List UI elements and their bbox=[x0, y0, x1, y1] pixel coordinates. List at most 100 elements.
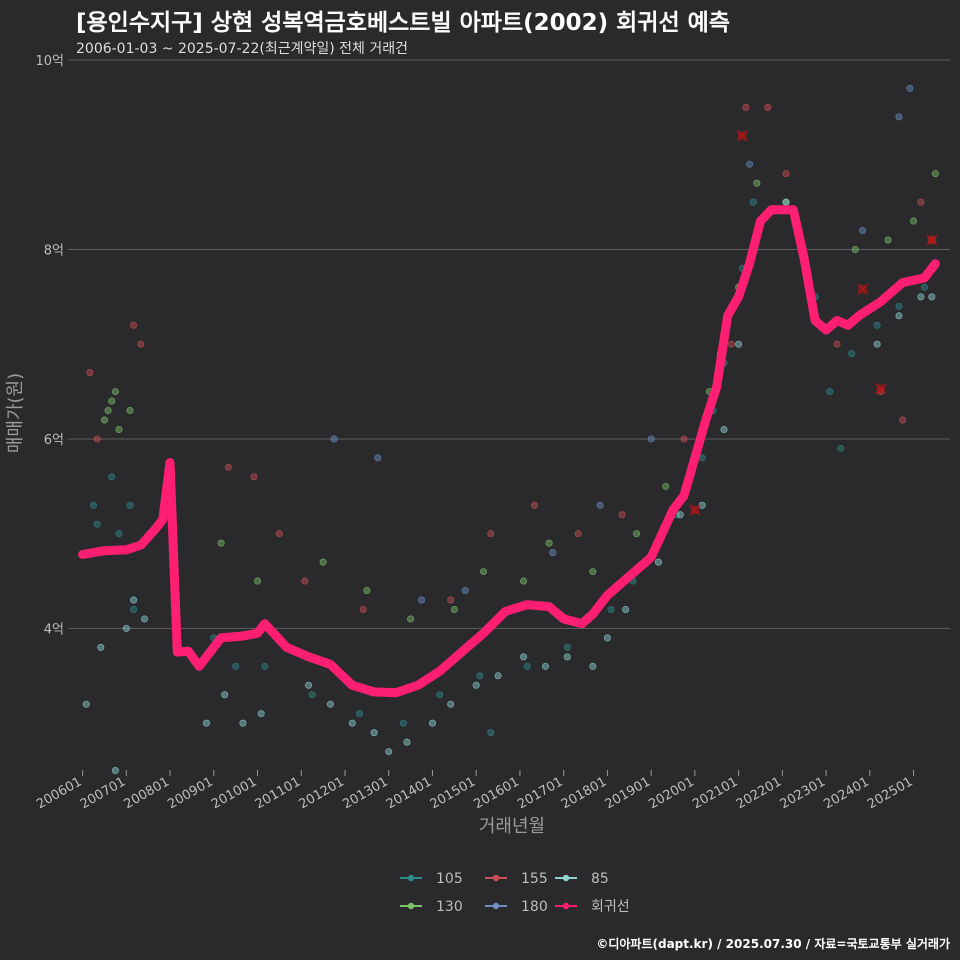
x-tick-label: 201901 bbox=[603, 774, 653, 812]
data-point-85 bbox=[720, 425, 728, 433]
x-tick-label: 200801 bbox=[122, 774, 172, 812]
x-tick-label: 202301 bbox=[778, 774, 828, 812]
x-tick-label: 201201 bbox=[297, 774, 347, 812]
data-point-85 bbox=[735, 340, 743, 348]
legend-label: 180 bbox=[521, 899, 548, 915]
regression-line bbox=[78, 205, 940, 698]
legend-label: 회귀선 bbox=[591, 899, 630, 915]
scatter-points bbox=[82, 84, 939, 775]
data-point-105 bbox=[115, 530, 123, 538]
chart-subtitle: 2006-01-03 ~ 2025-07-22(최근계약일) 전체 거래건 bbox=[76, 41, 408, 57]
data-point-105 bbox=[108, 473, 116, 481]
data-point-130 bbox=[633, 530, 641, 538]
data-point-105 bbox=[749, 198, 757, 206]
data-point-155 bbox=[447, 596, 455, 604]
data-point-85 bbox=[141, 615, 149, 623]
data-point-130 bbox=[662, 482, 670, 490]
data-point-130 bbox=[851, 245, 859, 253]
data-point-85 bbox=[622, 605, 630, 613]
x-tick-label: 201801 bbox=[559, 774, 609, 812]
data-point-155 bbox=[917, 198, 925, 206]
data-point-155 bbox=[137, 340, 145, 348]
data-point-105 bbox=[895, 302, 903, 310]
data-point-155 bbox=[275, 530, 283, 538]
data-point-155 bbox=[86, 369, 94, 377]
data-point-105 bbox=[126, 501, 134, 509]
data-point-180 bbox=[859, 227, 867, 235]
data-point-130 bbox=[753, 179, 761, 187]
data-point-105 bbox=[232, 662, 240, 670]
data-point-85 bbox=[654, 558, 662, 566]
data-point-130 bbox=[407, 615, 415, 623]
x-tick-label: 200701 bbox=[78, 774, 128, 812]
x-tick-label: 201001 bbox=[209, 774, 259, 812]
data-point-105 bbox=[308, 691, 316, 699]
data-point-155 bbox=[531, 501, 539, 509]
x-tick-labels: 2006012007012008012009012010012011012012… bbox=[34, 770, 916, 812]
legend-key-dot bbox=[562, 874, 570, 882]
highlight-cross bbox=[875, 383, 887, 395]
highlight-cross bbox=[689, 504, 701, 516]
data-point-105 bbox=[523, 662, 531, 670]
legend-label: 130 bbox=[436, 899, 463, 915]
data-point-130 bbox=[363, 587, 371, 595]
data-point-85 bbox=[326, 700, 334, 708]
data-point-130 bbox=[884, 236, 892, 244]
data-point-130 bbox=[520, 577, 528, 585]
legend-key-dot bbox=[407, 902, 415, 910]
x-tick-label: 202201 bbox=[734, 774, 784, 812]
data-point-105 bbox=[130, 605, 138, 613]
x-tick-label: 201101 bbox=[253, 774, 303, 812]
data-point-85 bbox=[257, 710, 265, 718]
data-point-155 bbox=[727, 340, 735, 348]
data-point-85 bbox=[130, 596, 138, 604]
legend-key-dot bbox=[492, 902, 500, 910]
data-point-105 bbox=[93, 520, 101, 528]
data-point-180 bbox=[906, 84, 914, 92]
data-point-155 bbox=[833, 340, 841, 348]
highlight-marks bbox=[689, 130, 938, 516]
data-point-130 bbox=[254, 577, 262, 585]
data-point-85 bbox=[589, 662, 597, 670]
data-point-85 bbox=[403, 738, 411, 746]
data-point-130 bbox=[545, 539, 553, 547]
y-tick-label: 10억 bbox=[35, 54, 64, 69]
legend-label: 85 bbox=[591, 871, 609, 887]
data-point-85 bbox=[873, 340, 881, 348]
x-tick-label: 202501 bbox=[865, 774, 915, 812]
data-point-155 bbox=[250, 473, 258, 481]
data-point-85 bbox=[472, 681, 480, 689]
data-point-105 bbox=[826, 388, 834, 396]
y-tick-label: 4억 bbox=[44, 622, 64, 637]
data-point-180 bbox=[647, 435, 655, 443]
x-tick-label: 201601 bbox=[471, 774, 521, 812]
data-point-130 bbox=[111, 388, 119, 396]
legend-label: 155 bbox=[521, 871, 548, 887]
data-point-180 bbox=[330, 435, 338, 443]
data-point-105 bbox=[873, 321, 881, 329]
x-tick-label: 202401 bbox=[821, 774, 871, 812]
data-point-85 bbox=[563, 653, 571, 661]
data-point-130 bbox=[217, 539, 225, 547]
x-tick-label: 202101 bbox=[690, 774, 740, 812]
data-point-155 bbox=[93, 435, 101, 443]
data-point-105 bbox=[607, 605, 615, 613]
data-point-105 bbox=[436, 691, 444, 699]
data-point-105 bbox=[920, 283, 928, 291]
data-point-85 bbox=[348, 719, 356, 727]
data-point-105 bbox=[356, 710, 364, 718]
data-point-155 bbox=[487, 530, 495, 538]
data-point-155 bbox=[574, 530, 582, 538]
y-axis-label: 매매가(원) bbox=[5, 373, 26, 453]
data-point-130 bbox=[450, 605, 458, 613]
x-tick-label: 201301 bbox=[340, 774, 390, 812]
data-point-105 bbox=[837, 444, 845, 452]
data-point-85 bbox=[541, 662, 549, 670]
legend: 105 155 85 130 180 회귀선 bbox=[400, 871, 630, 915]
x-tick-label: 201501 bbox=[428, 774, 478, 812]
x-tick-label: 201401 bbox=[384, 774, 434, 812]
data-point-85 bbox=[428, 719, 436, 727]
data-point-180 bbox=[895, 113, 903, 121]
data-point-85 bbox=[370, 729, 378, 737]
